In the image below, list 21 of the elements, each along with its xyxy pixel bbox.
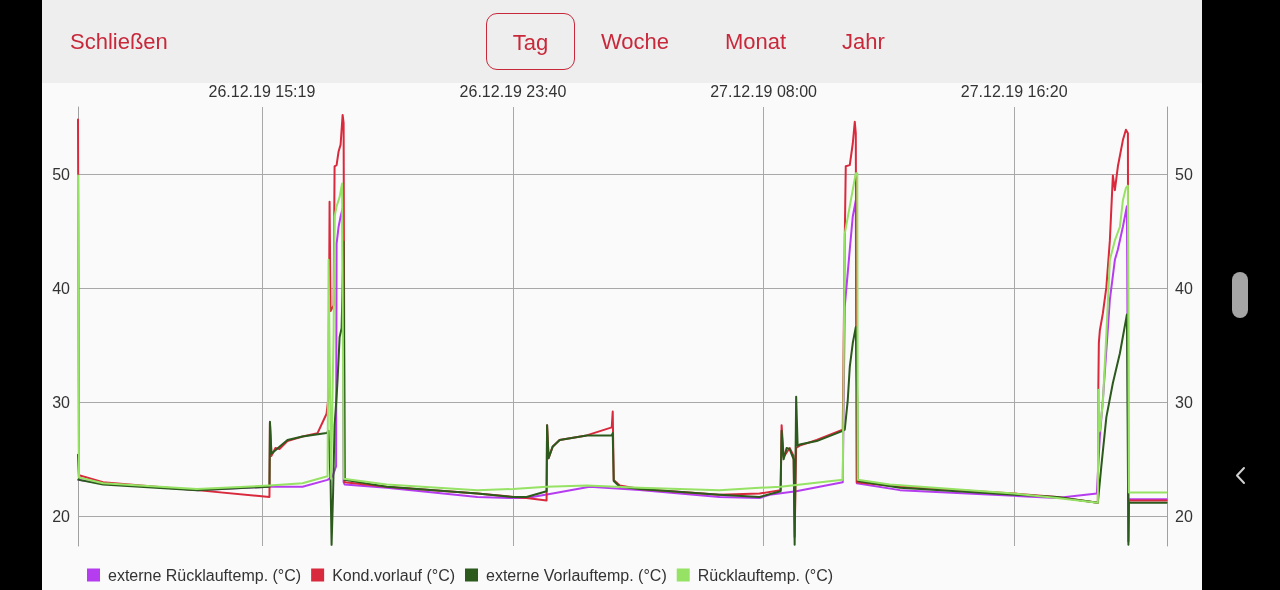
y2-tick-label: 40 [1175, 279, 1193, 297]
text: Tag [486, 13, 575, 70]
x-tick-label: 26.12.19 15:19 [208, 82, 316, 100]
legend-label: Kond.vorlauf (°C) [332, 566, 456, 584]
x-tick-label: 27.12.19 08:00 [710, 82, 818, 100]
y-tick-label: 50 [52, 165, 71, 183]
y-tick-label: 40 [52, 279, 71, 297]
text: Woche [601, 28, 670, 56]
y2-tick-label: 20 [1175, 507, 1193, 525]
text: Schließen [70, 28, 168, 56]
legend-label: Rücklauftemp. (°C) [697, 566, 834, 584]
legend-label: externe Vorlauftemp. (°C) [486, 566, 667, 584]
y2-tick-label: 30 [1175, 393, 1193, 411]
y2-tick-label: 50 [1175, 165, 1193, 183]
y-tick-label: 30 [52, 393, 71, 411]
legend-label: externe Rücklauftemp. (°C) [108, 566, 302, 584]
y-tick-label: 20 [52, 507, 71, 525]
x-tick-label: 27.12.19 16:20 [960, 82, 1068, 100]
text: Jahr [842, 28, 885, 56]
x-tick-label: 26.12.19 23:40 [459, 82, 567, 100]
text: Monat [725, 28, 787, 56]
